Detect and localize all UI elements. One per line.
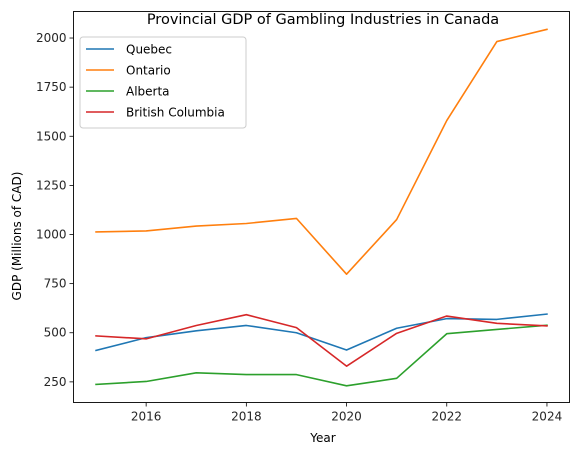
y-tick-label: 750 [44,277,67,291]
legend-frame [79,36,247,129]
chart-title: Provincial GDP of Gambling Industries in… [147,12,499,28]
legend-label-british-columbia: British Columbia [126,106,225,120]
legend-label-quebec: Quebec [126,43,172,57]
series-line-alberta [95,324,548,387]
y-tick-label: 1500 [36,129,67,143]
x-tick-label: 2016 [131,410,162,424]
y-axis-title: GDP (Millions of CAD) [10,172,24,301]
y-tick-label: 1000 [36,228,67,242]
y-tick-label: 1750 [36,80,67,94]
x-tick-label: 2024 [532,410,563,424]
series-line-ontario [95,28,548,276]
y-tick-label: 2000 [36,31,67,45]
y-axis: 250 500 750 1000 1250 1500 1750 2000 [36,31,74,389]
y-tick-label: 500 [44,326,67,340]
legend: Quebec Ontario Alberta British Columbia [79,36,247,129]
plot-lines [95,28,548,387]
x-tick-label: 2020 [331,410,362,424]
y-tick-label: 250 [44,375,67,389]
series-line-british-columbia [95,313,548,367]
legend-label-alberta: Alberta [126,85,170,99]
y-tick-label: 1250 [36,178,67,192]
x-tick-label: 2018 [231,410,262,424]
legend-label-ontario: Ontario [126,64,171,78]
x-tick-label: 2022 [431,410,462,424]
x-axis: 2016 2018 2020 2022 2024 [131,402,563,424]
x-axis-title: Year [309,431,335,445]
plot-frame [73,11,570,403]
